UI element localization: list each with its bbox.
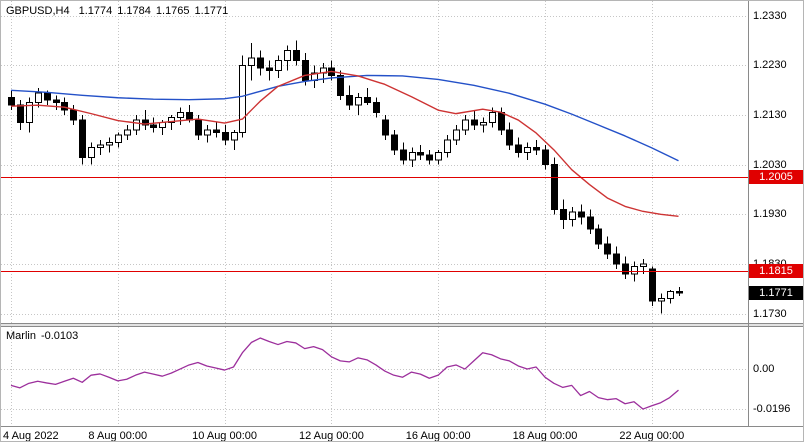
quote-header: GBPUSD,H4 1.1774 1.1784 1.1765 1.1771 <box>6 5 233 17</box>
indicator-value-label: -0.0103 <box>40 330 79 342</box>
quote-low-value: 1.1765 <box>155 5 190 17</box>
quote-close-value: 1.1771 <box>194 5 229 17</box>
symbol-period-label: GBPUSD,H4 <box>6 5 70 17</box>
indicator-name-label: Marlin <box>6 330 36 342</box>
quote-high-value: 1.1784 <box>117 5 151 17</box>
quote-open-value: 1.1774 <box>78 5 113 17</box>
indicator-caption: Marlin -0.0103 <box>6 330 83 342</box>
